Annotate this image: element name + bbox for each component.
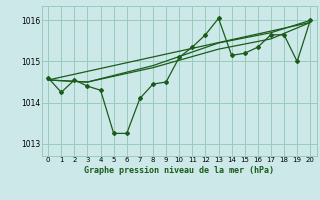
- X-axis label: Graphe pression niveau de la mer (hPa): Graphe pression niveau de la mer (hPa): [84, 166, 274, 175]
